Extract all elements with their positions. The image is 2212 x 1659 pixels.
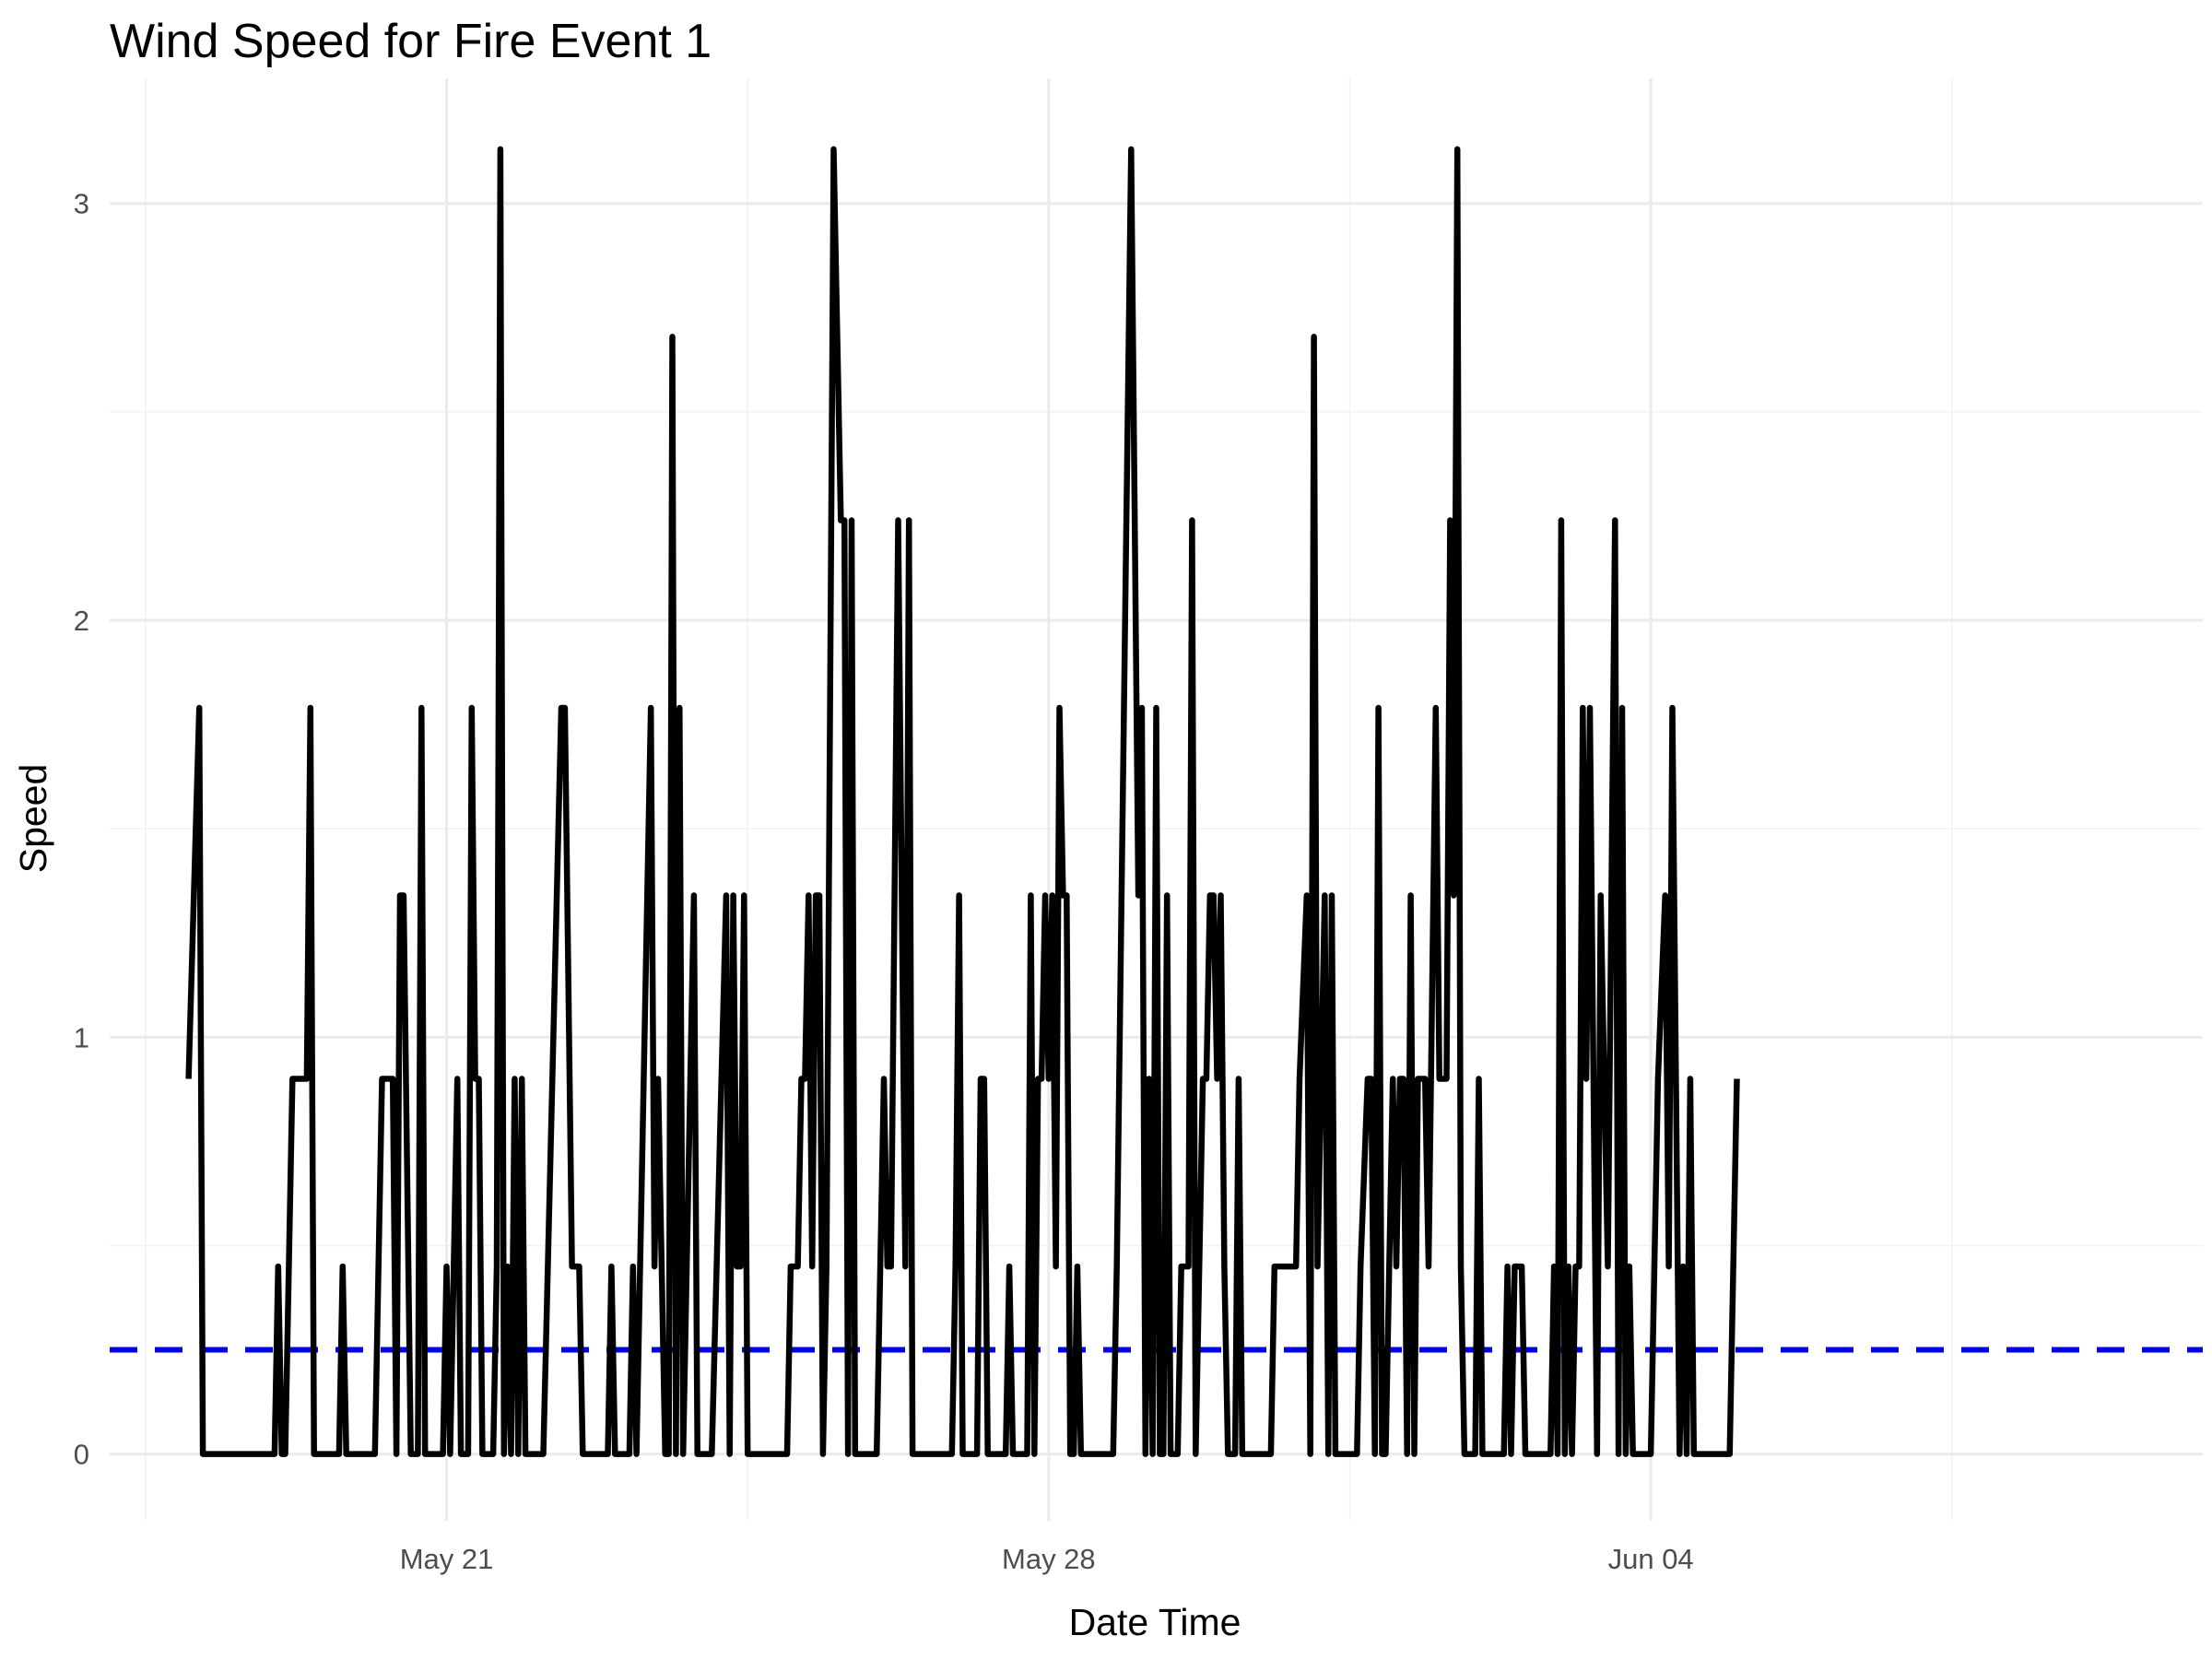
y-tick-labels: 0 1 2 3 xyxy=(74,188,89,1471)
x-axis-title: Date Time xyxy=(1069,1601,1241,1643)
x-tick-label: Jun 04 xyxy=(1608,1543,1694,1575)
x-tick-label: May 28 xyxy=(1002,1543,1096,1575)
wind-speed-series-line xyxy=(185,146,1740,1457)
y-tick-label: 2 xyxy=(74,605,89,637)
y-tick-label: 3 xyxy=(74,188,89,220)
y-tick-label: 1 xyxy=(74,1021,89,1053)
x-tick-labels: May 21 May 28 Jun 04 xyxy=(400,1543,1694,1575)
chart-title: Wind Speed for Fire Event 1 xyxy=(110,15,712,68)
y-tick-label: 0 xyxy=(74,1439,89,1471)
x-tick-label: May 21 xyxy=(400,1543,494,1575)
series-layer xyxy=(185,146,1740,1457)
y-axis-title: Speed xyxy=(12,764,54,874)
